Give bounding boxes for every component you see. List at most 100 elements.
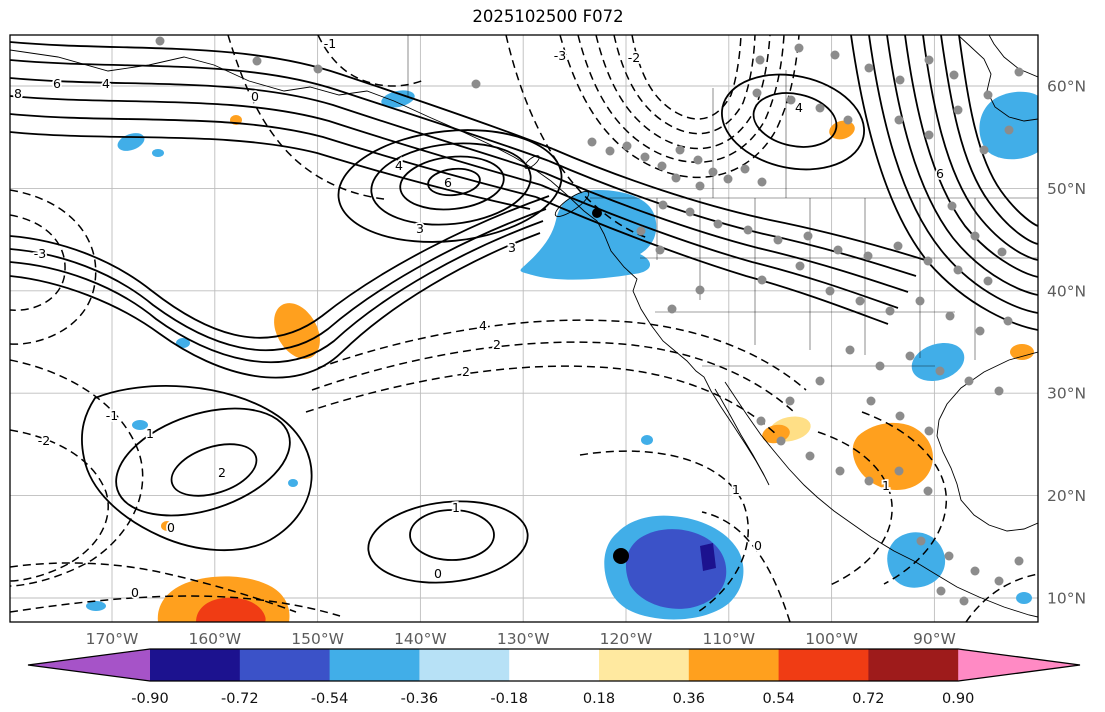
- lon-tick-label: 100°W: [805, 630, 858, 648]
- gray-marker: [916, 297, 925, 306]
- gray-marker: [686, 208, 695, 217]
- gray-marker: [656, 246, 665, 255]
- lat-tick-label: 20°N: [1047, 487, 1086, 505]
- lon-tick-label: 150°W: [291, 630, 344, 648]
- lon-tick-label: 160°W: [188, 630, 241, 648]
- gray-marker: [864, 252, 873, 261]
- state-borders: [408, 35, 1038, 366]
- gray-marker: [937, 587, 946, 596]
- contour-label: 3: [508, 240, 516, 255]
- solid-contours-el: [398, 152, 507, 215]
- colorbar-tick-label: -0.36: [401, 691, 439, 707]
- dashed-contours-el: [560, 35, 799, 177]
- gray-marker: [867, 397, 876, 406]
- contour-label: 6: [936, 166, 944, 181]
- gray-marker: [676, 146, 685, 155]
- gray-marker: [886, 307, 895, 316]
- gray-marker: [641, 153, 650, 162]
- gray-marker: [980, 146, 989, 155]
- gray-marker: [984, 277, 993, 286]
- lon-tick-label: 90°W: [913, 630, 956, 648]
- gray-marker: [777, 437, 786, 446]
- gray-marker: [836, 467, 845, 476]
- colorbar-segment: [240, 649, 330, 681]
- gray-marker: [960, 597, 969, 606]
- colorbar-segment: [779, 649, 869, 681]
- black-marker: [592, 208, 602, 218]
- colorbar-tick-label: 0.90: [942, 691, 974, 707]
- gray-marker: [758, 178, 767, 187]
- shaded-negative-region: [152, 149, 164, 157]
- contour-label: 0: [167, 520, 175, 535]
- dashed-contours-el: [318, 320, 806, 390]
- gray-marker: [998, 248, 1007, 257]
- gray-marker: [925, 427, 934, 436]
- gray-marker: [806, 452, 815, 461]
- contour-label: 1: [882, 478, 890, 493]
- gray-marker: [846, 346, 855, 355]
- dashed-contours-el: [578, 35, 784, 162]
- contour-label: 6: [444, 175, 452, 190]
- coastlines-el: [725, 382, 1038, 617]
- contour-label: 6: [53, 76, 61, 91]
- grid-lines: [10, 35, 1038, 622]
- gray-marker: [668, 305, 677, 314]
- gray-marker: [472, 80, 481, 89]
- gray-marker: [588, 138, 597, 147]
- gray-marker: [774, 236, 783, 245]
- gray-marker: [714, 220, 723, 229]
- colorbar-tick-label: -0.90: [131, 691, 169, 707]
- colorbar-segment: [689, 649, 779, 681]
- gray-marker: [925, 56, 934, 65]
- gray-marker: [826, 287, 835, 296]
- shaded-negative-region: [288, 479, 298, 487]
- gray-marker: [856, 297, 865, 306]
- dashed-contours: [10, 35, 1038, 622]
- gray-marker: [924, 487, 933, 496]
- contour-label: 4: [795, 100, 803, 115]
- solid-contours-el: [749, 86, 842, 154]
- gray-marker: [1005, 126, 1014, 135]
- solid-contours-el: [410, 510, 494, 560]
- contour-label: 8: [14, 86, 22, 101]
- dashed-contours-el: [632, 35, 741, 119]
- lat-tick-label: 10°N: [1047, 590, 1086, 608]
- colorbar: [28, 649, 1080, 681]
- gray-marker: [876, 362, 885, 371]
- colorbar-tick-label: -0.18: [490, 691, 528, 707]
- gray-marker: [965, 377, 974, 386]
- contour-label: 1: [452, 500, 460, 515]
- lon-tick-label: 120°W: [600, 630, 653, 648]
- gray-marker: [906, 352, 915, 361]
- contour-label: 1: [146, 426, 154, 441]
- gray-marker: [658, 162, 667, 171]
- shaded-negative-region: [641, 435, 653, 445]
- colorbar-segment: [150, 649, 240, 681]
- solid-contours-el: [10, 221, 543, 362]
- gray-marker: [1015, 68, 1024, 77]
- solid-contours-el: [10, 78, 545, 173]
- weather-contour-figure: 2025102500 F072: [0, 0, 1105, 712]
- solid-contours-el: [851, 35, 1038, 330]
- lon-tick-label: 110°W: [702, 630, 755, 648]
- solid-contours-el: [364, 494, 531, 590]
- colorbar-tick-label: -0.54: [311, 691, 349, 707]
- figure-canvas: 2025102500 F072: [0, 0, 1105, 712]
- contour-label: 3: [416, 221, 424, 236]
- shaded-negative-region: [907, 337, 969, 388]
- gray-marker: [936, 367, 945, 376]
- gray-marker: [865, 477, 874, 486]
- shaded-negative-region: [86, 601, 106, 611]
- gray-marker: [946, 312, 955, 321]
- colorbar-tick-label: -0.72: [221, 691, 259, 707]
- shaded-negative-region: [380, 88, 417, 111]
- gray-marker: [786, 397, 795, 406]
- gray-marker: [924, 257, 933, 266]
- coastlines-el: [937, 352, 1038, 531]
- gray-marker: [971, 232, 980, 241]
- gray-marker: [1004, 317, 1013, 326]
- lon-tick-label: 140°W: [394, 630, 447, 648]
- gray-marker: [253, 57, 262, 66]
- shaded-negative-region: [1016, 592, 1032, 604]
- gray-marker: [709, 168, 718, 177]
